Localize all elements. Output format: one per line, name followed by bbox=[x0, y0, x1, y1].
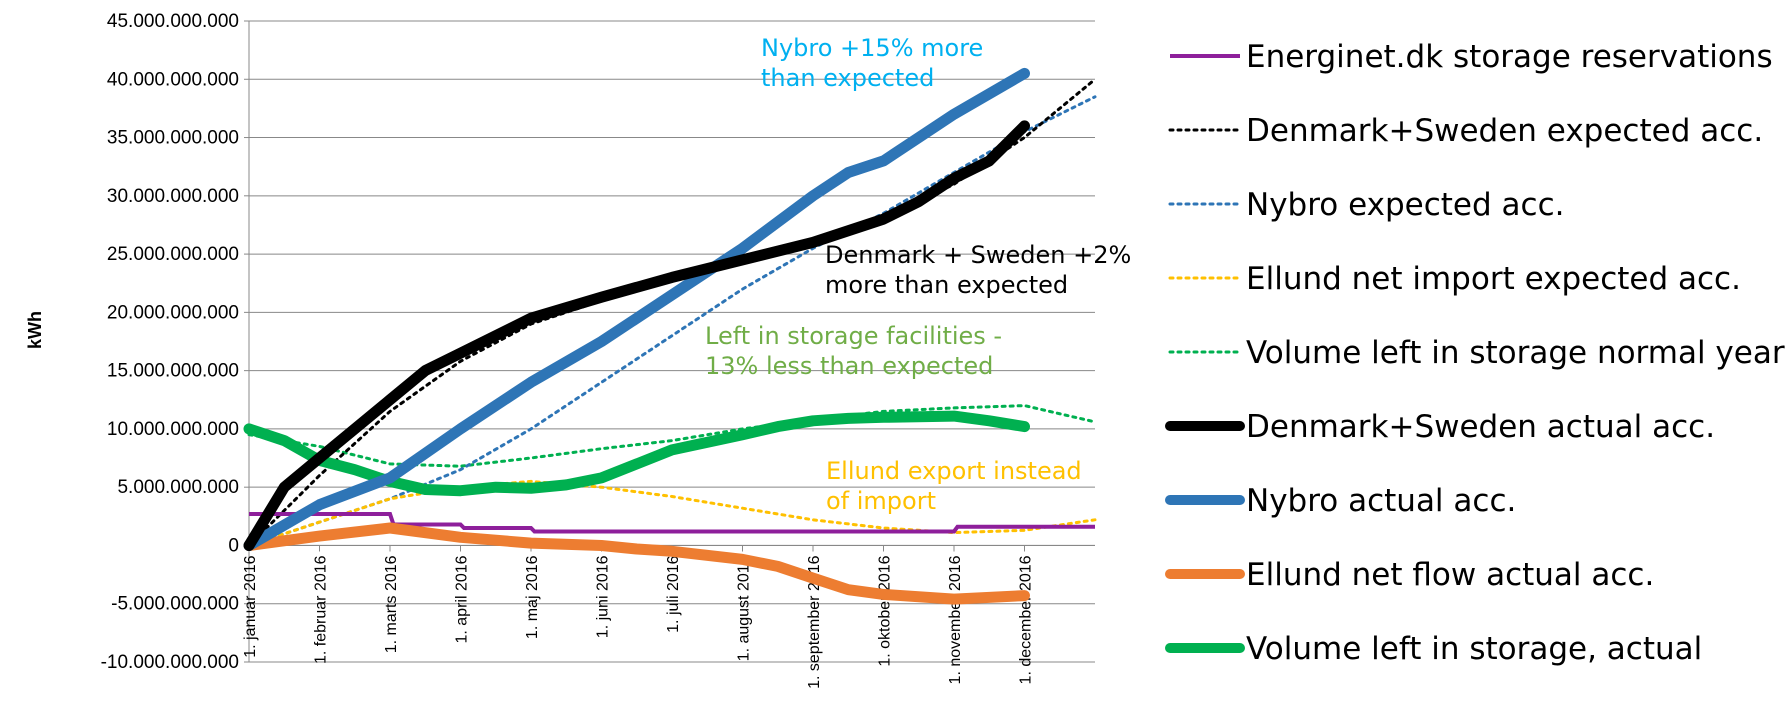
series-line-0 bbox=[249, 512, 1095, 534]
annotation-text: more than expected bbox=[825, 271, 1068, 299]
x-tick-label: 1. november 2016 bbox=[947, 555, 964, 684]
annotation-text: Left in storage facilities - bbox=[705, 322, 1002, 350]
legend-label: Ellund net import expected acc. bbox=[1246, 261, 1741, 297]
legend-label: Volume left in storage, actual bbox=[1246, 631, 1702, 667]
series-line-4 bbox=[247, 404, 1097, 468]
legend-item: Ellund net flow actual acc. bbox=[1165, 557, 1654, 593]
series-lines bbox=[243, 67, 1097, 605]
y-tick-label: 30.000.000.000 bbox=[107, 186, 239, 207]
series-line-3 bbox=[247, 479, 1097, 547]
x-tick-label: 1. januar 2016 bbox=[242, 555, 259, 657]
y-tick-label: 35.000.000.000 bbox=[107, 128, 239, 149]
y-tick-label: 40.000.000.000 bbox=[107, 69, 239, 90]
x-tick-label: 1. juli 2016 bbox=[665, 555, 682, 632]
y-tick-labels: 45.000.000.000 40.000.000.000 35.000.000.0… bbox=[101, 11, 239, 673]
y-axis-title: kWh bbox=[25, 311, 45, 349]
x-tick-label: 1. juni 2016 bbox=[595, 555, 612, 638]
x-tick-label: 1. marts 2016 bbox=[383, 555, 400, 653]
legend-item: Energinet.dk storage reservations bbox=[1170, 39, 1773, 75]
x-tick-label: 1. april 2016 bbox=[454, 555, 471, 643]
annotation-text: Denmark + Sweden +2% bbox=[825, 241, 1131, 269]
x-tick-label: 1. oktober 2016 bbox=[877, 555, 894, 666]
legend-label: Volume left in storage normal year bbox=[1246, 335, 1785, 371]
annotation-text: Ellund export instead bbox=[826, 457, 1082, 485]
legend-label: Ellund net flow actual acc. bbox=[1246, 557, 1654, 593]
legend-item: Ellund net import expected acc. bbox=[1168, 261, 1741, 297]
x-tick-label: 1. december 2016 bbox=[1018, 555, 1035, 684]
y-tick-label: 10.000.000.000 bbox=[107, 419, 239, 440]
annotation-text: Nybro +15% more bbox=[761, 34, 983, 62]
legend-item: Nybro expected acc. bbox=[1168, 187, 1564, 223]
x-tick-label: 1. august 2016 bbox=[736, 555, 753, 661]
y-tick-label: 15.000.000.000 bbox=[107, 361, 239, 382]
legend-item: Volume left in storage normal year bbox=[1168, 335, 1785, 371]
x-tick-labels: 1. januar 2016 1. februar 2016 1. marts 20… bbox=[242, 545, 1035, 689]
y-tick-label: 45.000.000.000 bbox=[107, 11, 239, 32]
series-line-6 bbox=[243, 67, 1030, 551]
annotation-text: than expected bbox=[761, 64, 934, 92]
legend-label: Denmark+Sweden expected acc. bbox=[1246, 113, 1763, 149]
legend-item: Denmark+Sweden actual acc. bbox=[1165, 409, 1715, 445]
x-tick-label: 1. september 2016 bbox=[806, 555, 823, 689]
annotation-text: of import bbox=[826, 487, 936, 515]
legend: Energinet.dk storage reservations Denmark… bbox=[1165, 39, 1785, 667]
legend-item: Denmark+Sweden expected acc. bbox=[1168, 113, 1763, 149]
series-line-5 bbox=[243, 120, 1030, 551]
y-tick-label: -5.000.000.000 bbox=[111, 594, 239, 615]
y-tick-label: 20.000.000.000 bbox=[107, 302, 239, 323]
series-line-7 bbox=[243, 522, 1030, 605]
annotation-text: 13% less than expected bbox=[705, 352, 993, 380]
y-tick-label: 5.000.000.000 bbox=[117, 477, 239, 498]
legend-item: Volume left in storage, actual bbox=[1165, 631, 1702, 667]
x-tick-label: 1. maj 2016 bbox=[524, 555, 541, 639]
legend-item: Nybro actual acc. bbox=[1165, 483, 1516, 519]
legend-label: Nybro actual acc. bbox=[1246, 483, 1516, 519]
x-tick-label: 1. februar 2016 bbox=[313, 555, 330, 664]
legend-label: Denmark+Sweden actual acc. bbox=[1246, 409, 1715, 445]
legend-label: Energinet.dk storage reservations bbox=[1246, 39, 1773, 75]
legend-label: Nybro expected acc. bbox=[1246, 187, 1564, 223]
y-tick-label: -10.000.000.000 bbox=[101, 652, 239, 673]
y-tick-label: 25.000.000.000 bbox=[107, 244, 239, 265]
y-tick-label: 0 bbox=[228, 535, 239, 556]
series-line-8 bbox=[243, 410, 1030, 497]
